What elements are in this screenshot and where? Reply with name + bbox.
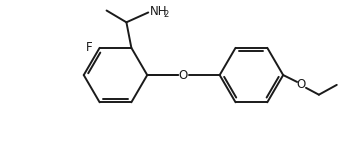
Text: O: O bbox=[297, 78, 306, 91]
Text: 2: 2 bbox=[163, 10, 168, 19]
Text: F: F bbox=[86, 41, 93, 54]
Text: NH: NH bbox=[150, 5, 168, 18]
Text: O: O bbox=[179, 69, 188, 82]
